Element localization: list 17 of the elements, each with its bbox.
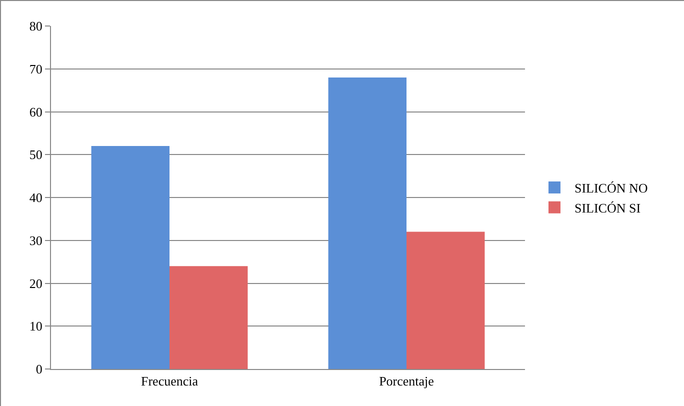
- y-tick-label: 50: [29, 147, 42, 162]
- y-tick-label: 10: [29, 318, 42, 334]
- y-tick-label: 0: [36, 362, 42, 377]
- y-tick-label: 40: [29, 190, 42, 206]
- y-tick-label: 30: [29, 232, 42, 248]
- bar: [91, 146, 170, 369]
- bar: [328, 77, 406, 369]
- x-tick-label: Frecuencia: [140, 374, 198, 389]
- y-tick-label: 20: [29, 276, 42, 291]
- legend-label: SILICÓN NO: [574, 180, 648, 196]
- y-tick-label: 60: [29, 104, 42, 120]
- bar: [170, 266, 248, 369]
- x-tick-label: Porcentaje: [379, 374, 434, 389]
- y-tick-label: 80: [29, 18, 42, 34]
- legend-label: SILICÓN SI: [574, 200, 641, 216]
- bar: [406, 232, 485, 369]
- y-tick-label: 70: [29, 61, 42, 76]
